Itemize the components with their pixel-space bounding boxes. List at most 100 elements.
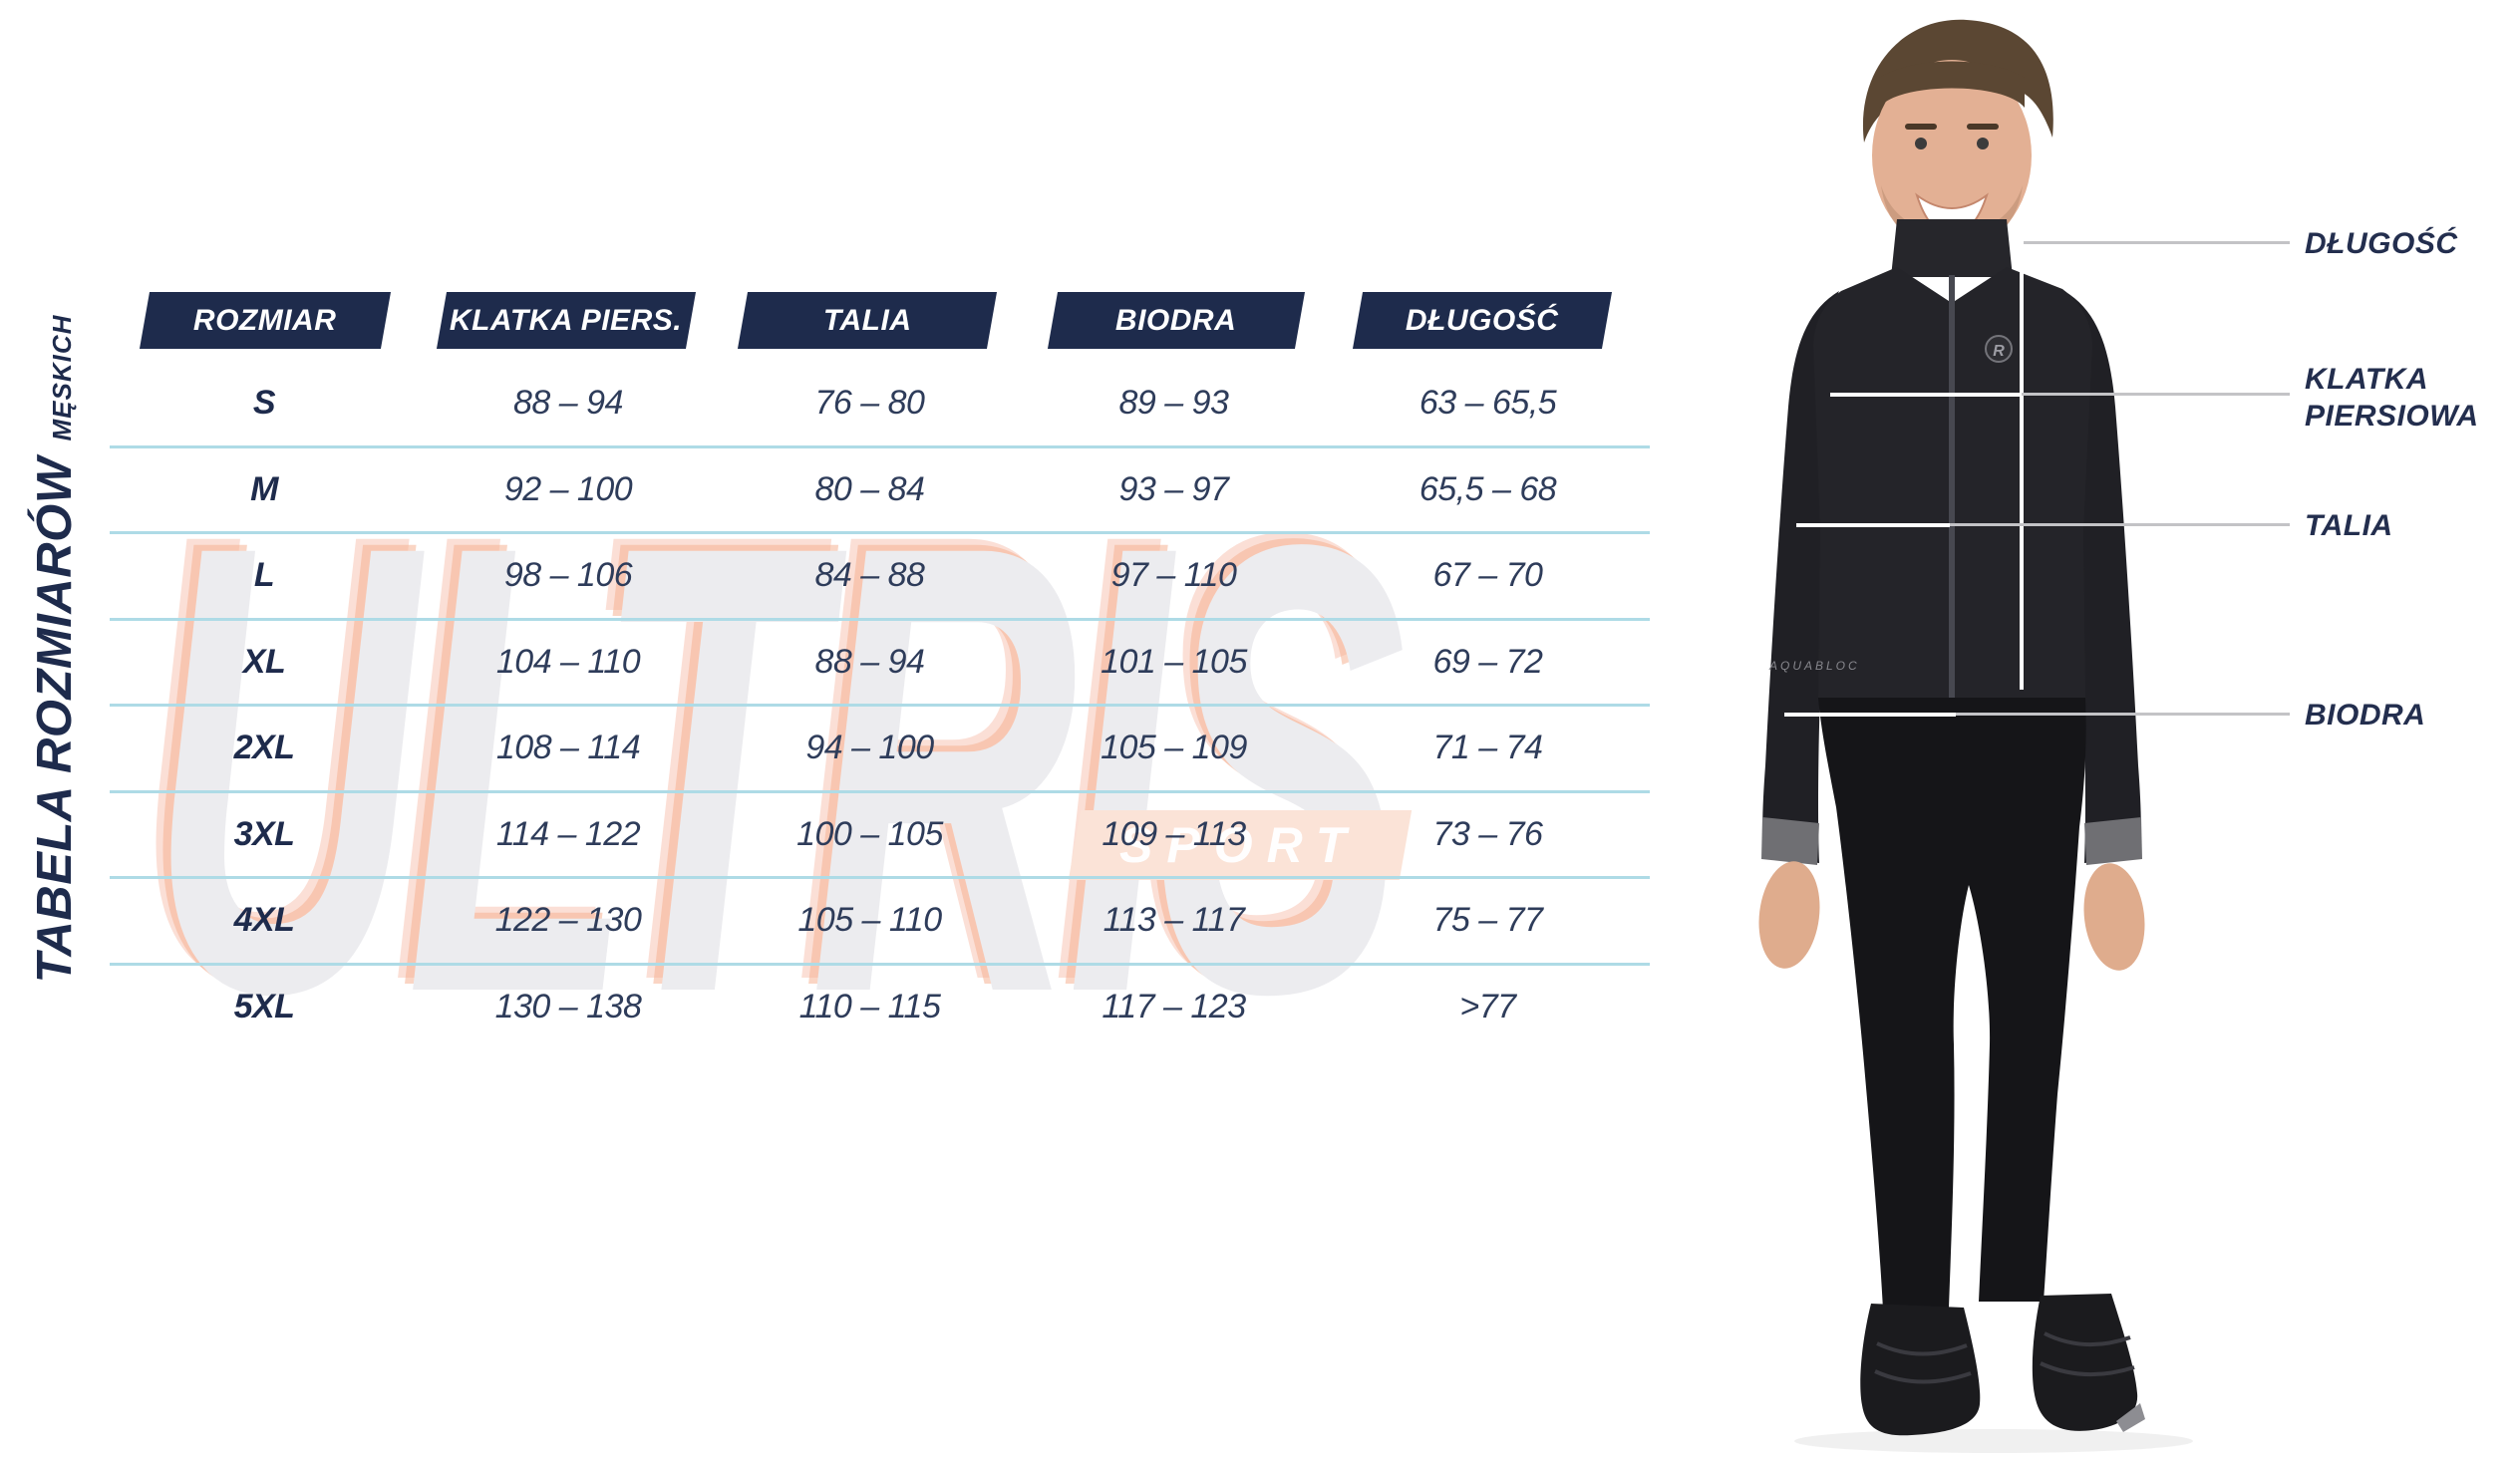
left-shoe-laces bbox=[1874, 1341, 1972, 1384]
size-table: S 88 – 94 76 – 80 89 – 93 63 – 65,5 M 92… bbox=[110, 362, 1650, 1048]
length-value: 65,5 – 68 bbox=[1418, 469, 1557, 508]
table-row: 3XL 114 – 122 100 – 105 109 – 113 73 – 7… bbox=[110, 793, 1650, 879]
label-dlugosc: DŁUGOŚĆ bbox=[2305, 227, 2458, 260]
column-header-talia: TALIA bbox=[737, 292, 998, 349]
left-shoe bbox=[1860, 1304, 1981, 1436]
column-header-label: BIODRA bbox=[1115, 303, 1237, 337]
table-row: M 92 – 100 80 – 84 93 – 97 65,5 – 68 bbox=[110, 448, 1650, 534]
brand-logo-circle bbox=[1985, 335, 2013, 363]
length-value: 69 – 72 bbox=[1432, 642, 1543, 681]
hips-body-line bbox=[1784, 713, 1956, 717]
table-row: L 98 – 106 84 – 88 97 – 110 67 – 70 bbox=[110, 534, 1650, 621]
column-header-label: KLATKA PIERS. bbox=[450, 303, 683, 337]
chest-value: 104 – 110 bbox=[495, 642, 641, 681]
right-shoe bbox=[2032, 1294, 2138, 1431]
chest-value: 92 – 100 bbox=[503, 469, 633, 508]
zipper bbox=[1949, 275, 1955, 698]
waist-value: 110 – 115 bbox=[798, 987, 941, 1026]
watermark-ultris: ULTRIS bbox=[150, 413, 1407, 1125]
chest-pointer-line bbox=[2022, 393, 2290, 396]
column-header-rozmiar: ROZMIAR bbox=[139, 292, 392, 349]
waist-value: 76 – 80 bbox=[814, 384, 925, 423]
chest-value: 98 – 106 bbox=[503, 556, 633, 595]
model-photo: R AQUABLOC bbox=[1758, 19, 2193, 1453]
waist-value: 84 – 88 bbox=[814, 556, 925, 595]
size-label: S bbox=[252, 384, 276, 423]
length-value: 73 – 76 bbox=[1432, 814, 1543, 853]
column-header-biodra: BIODRA bbox=[1047, 292, 1306, 349]
hips-value: 93 – 97 bbox=[1118, 469, 1229, 508]
chest-value: 114 – 122 bbox=[495, 814, 641, 853]
table-row: 5XL 130 – 138 110 – 115 117 – 123 >77 bbox=[110, 966, 1650, 1049]
right-cuff bbox=[2084, 817, 2142, 865]
column-header-label: ROZMIAR bbox=[193, 303, 337, 337]
waist-value: 105 – 110 bbox=[797, 901, 942, 940]
hips-pointer-line bbox=[1956, 713, 2290, 716]
label-biodra: BIODRA bbox=[2305, 699, 2426, 732]
jacket-collar bbox=[1891, 219, 2013, 277]
brand-logo-letter: R bbox=[1993, 343, 2005, 360]
size-label: M bbox=[250, 469, 278, 508]
left-eye bbox=[1915, 138, 1927, 149]
hips-value: 105 – 109 bbox=[1101, 729, 1247, 767]
left-cuff bbox=[1761, 817, 1819, 865]
right-shoe-laces bbox=[2040, 1331, 2135, 1377]
hairline bbox=[1879, 61, 2025, 108]
waist-value: 88 – 94 bbox=[814, 642, 925, 681]
hips-value: 97 – 110 bbox=[1110, 556, 1237, 595]
hips-value: 101 – 105 bbox=[1101, 642, 1247, 681]
size-label: 3XL bbox=[233, 814, 295, 853]
length-pointer-line bbox=[2024, 241, 2290, 244]
chest-value: 122 – 130 bbox=[494, 901, 642, 940]
column-header-label: DŁUGOŚĆ bbox=[1406, 303, 1559, 337]
jersey-hem-text: AQUABLOC bbox=[1768, 659, 1860, 673]
right-hand bbox=[2083, 863, 2145, 971]
left-hand bbox=[1758, 861, 1820, 969]
table-row: XL 104 – 110 88 – 94 101 – 105 69 – 72 bbox=[110, 621, 1650, 707]
length-value: >77 bbox=[1459, 987, 1516, 1026]
waist-value: 94 – 100 bbox=[805, 729, 934, 767]
length-value: 75 – 77 bbox=[1432, 901, 1543, 940]
hair bbox=[1862, 19, 2053, 143]
column-header-klatka: KLATKA PIERS. bbox=[436, 292, 697, 349]
table-row: 4XL 122 – 130 105 – 110 113 – 117 75 – 7… bbox=[110, 879, 1650, 966]
length-vertical-line bbox=[2020, 245, 2024, 690]
chest-value: 130 – 138 bbox=[494, 987, 642, 1026]
tights bbox=[1818, 698, 2086, 1310]
length-value: 67 – 70 bbox=[1432, 556, 1543, 595]
chest-value: 108 – 114 bbox=[495, 729, 641, 767]
label-talia: TALIA bbox=[2305, 509, 2393, 542]
size-label: XL bbox=[242, 642, 286, 681]
size-label: 2XL bbox=[233, 729, 295, 767]
page-title-main: TABELA ROZMIARÓW bbox=[28, 456, 82, 984]
page-title-sub: MĘSKICH bbox=[47, 314, 77, 441]
size-label: L bbox=[253, 556, 275, 595]
right-eye bbox=[1977, 138, 1989, 149]
label-klatka-piersiowa: KLATKA PIERSIOWA bbox=[2305, 363, 2479, 433]
hips-value: 113 – 117 bbox=[1102, 901, 1245, 940]
hips-value: 109 – 113 bbox=[1102, 814, 1246, 853]
size-label: 5XL bbox=[233, 987, 295, 1026]
right-shoe-cleat bbox=[2116, 1403, 2145, 1432]
floor-shadow bbox=[1794, 1429, 2193, 1453]
waist-body-line bbox=[1796, 523, 1950, 527]
chest-body-line bbox=[1830, 393, 2022, 397]
table-row: 2XL 108 – 114 94 – 100 105 – 109 71 – 74 bbox=[110, 707, 1650, 793]
column-header-label: TALIA bbox=[822, 303, 912, 337]
length-value: 63 – 65,5 bbox=[1418, 384, 1557, 423]
size-label: 4XL bbox=[233, 901, 295, 940]
hips-value: 89 – 93 bbox=[1118, 384, 1229, 423]
hips-value: 117 – 123 bbox=[1102, 987, 1246, 1026]
chest-value: 88 – 94 bbox=[513, 384, 623, 423]
waist-value: 100 – 105 bbox=[796, 814, 943, 853]
length-value: 71 – 74 bbox=[1432, 729, 1543, 767]
column-header-dlugosc: DŁUGOŚĆ bbox=[1352, 292, 1613, 349]
table-row: S 88 – 94 76 – 80 89 – 93 63 – 65,5 bbox=[110, 362, 1650, 448]
waist-pointer-line bbox=[1950, 523, 2290, 526]
left-eyebrow bbox=[1905, 124, 1937, 130]
right-eyebrow bbox=[1967, 124, 1999, 130]
waist-value: 80 – 84 bbox=[814, 469, 925, 508]
face bbox=[1872, 60, 2032, 251]
page-title: TABELA ROZMIARÓW MĘSKICH bbox=[27, 315, 105, 984]
